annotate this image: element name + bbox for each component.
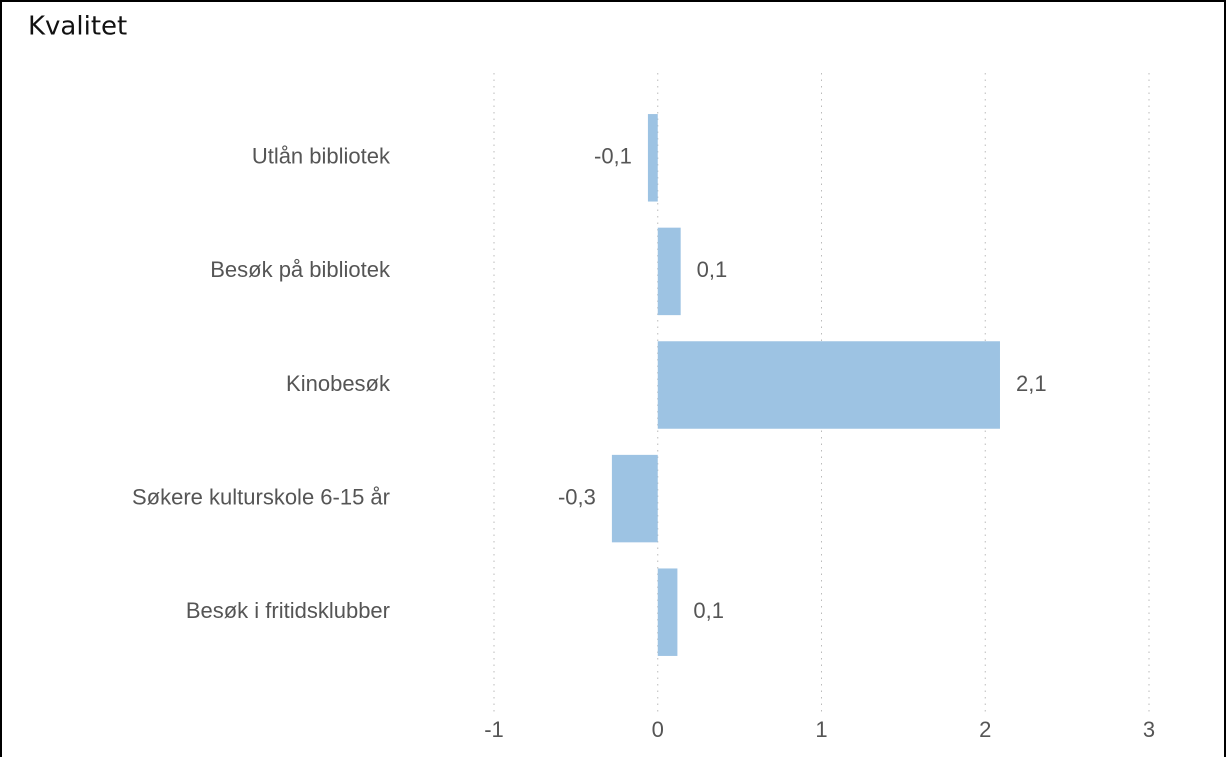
bar [611, 454, 658, 543]
x-tick-label: 3 [1143, 717, 1155, 742]
x-tick-label: 2 [979, 717, 991, 742]
bar [657, 568, 678, 656]
data-label: 0,1 [697, 257, 728, 282]
y-tick-label: Søkere kulturskole 6-15 år [132, 484, 390, 509]
x-tick-label: -1 [484, 717, 504, 742]
data-label: 2,1 [1016, 371, 1047, 396]
data-label: -0,1 [594, 144, 632, 169]
bar [657, 341, 1000, 429]
y-tick-label: Besøk i fritidsklubber [186, 598, 390, 623]
y-tick-label: Kinobesøk [286, 371, 391, 396]
y-tick-label: Besøk på bibliotek [210, 257, 391, 282]
x-tick-label: 1 [815, 717, 827, 742]
bar [657, 227, 681, 316]
data-label: -0,3 [558, 484, 596, 509]
y-tick-label: Utlån bibliotek [252, 144, 391, 169]
bar [647, 114, 658, 202]
chart-title: Kvalitet [28, 12, 127, 42]
data-label: 0,1 [693, 598, 724, 623]
x-tick-label: 0 [652, 717, 664, 742]
